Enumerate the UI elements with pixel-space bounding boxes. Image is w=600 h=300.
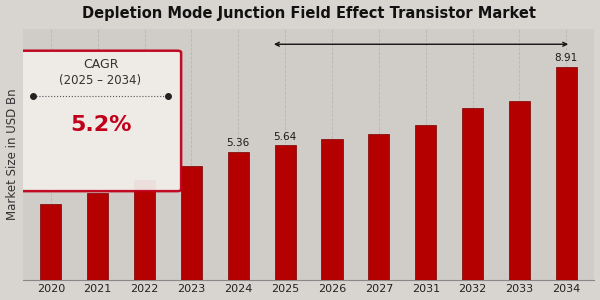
Bar xyxy=(462,108,483,280)
FancyBboxPatch shape xyxy=(20,51,181,191)
Text: CAGR: CAGR xyxy=(83,58,118,71)
Text: (2025 – 2034): (2025 – 2034) xyxy=(59,74,142,87)
Text: 5.64: 5.64 xyxy=(274,131,297,142)
Text: 8.91: 8.91 xyxy=(555,53,578,63)
Bar xyxy=(275,145,296,280)
Bar xyxy=(368,134,389,280)
Bar xyxy=(181,167,202,280)
Text: 5.36: 5.36 xyxy=(227,138,250,148)
Bar xyxy=(556,67,577,280)
Y-axis label: Market Size in USD Bn: Market Size in USD Bn xyxy=(5,89,19,220)
Bar xyxy=(415,124,436,280)
Text: 5.2%: 5.2% xyxy=(70,115,131,134)
Bar xyxy=(134,180,155,280)
Bar xyxy=(509,100,530,280)
Title: Depletion Mode Junction Field Effect Transistor Market: Depletion Mode Junction Field Effect Tra… xyxy=(82,6,536,21)
Bar xyxy=(322,139,343,280)
Bar xyxy=(228,152,249,280)
Bar xyxy=(40,204,61,280)
Bar xyxy=(87,193,108,280)
